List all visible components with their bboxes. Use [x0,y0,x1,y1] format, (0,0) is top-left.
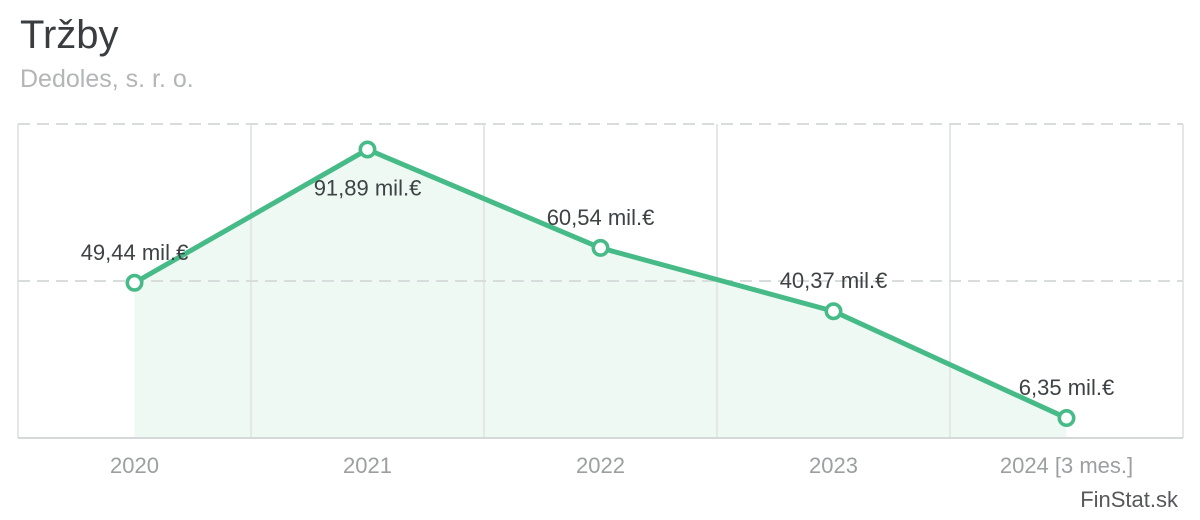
x-axis-label: 2023 [809,453,858,478]
data-point-2021[interactable] [358,140,377,159]
finstat-watermark: FinStat.sk [1080,487,1178,512]
x-axis-label: 2021 [343,453,392,478]
x-axis-label: 2020 [110,453,159,478]
value-label: 60,54 mil.€ [547,205,655,230]
data-point-2024[interactable] [1057,409,1076,428]
chart-title: Tržby [20,13,119,57]
data-point-2020[interactable] [125,273,144,292]
value-label: 40,37 mil.€ [780,268,888,293]
value-label: 49,44 mil.€ [81,240,189,265]
x-axis-label: 2022 [576,453,625,478]
x-axis-label: 2024 [3 mes.] [1000,453,1133,478]
value-label: 6,35 mil.€ [1019,375,1114,400]
chart-subtitle: Dedoles, s. r. o. [20,65,194,93]
value-label: 91,89 mil.€ [314,175,422,200]
data-point-2023[interactable] [824,302,843,321]
area-fill [134,149,1067,438]
data-point-2022[interactable] [591,238,610,257]
